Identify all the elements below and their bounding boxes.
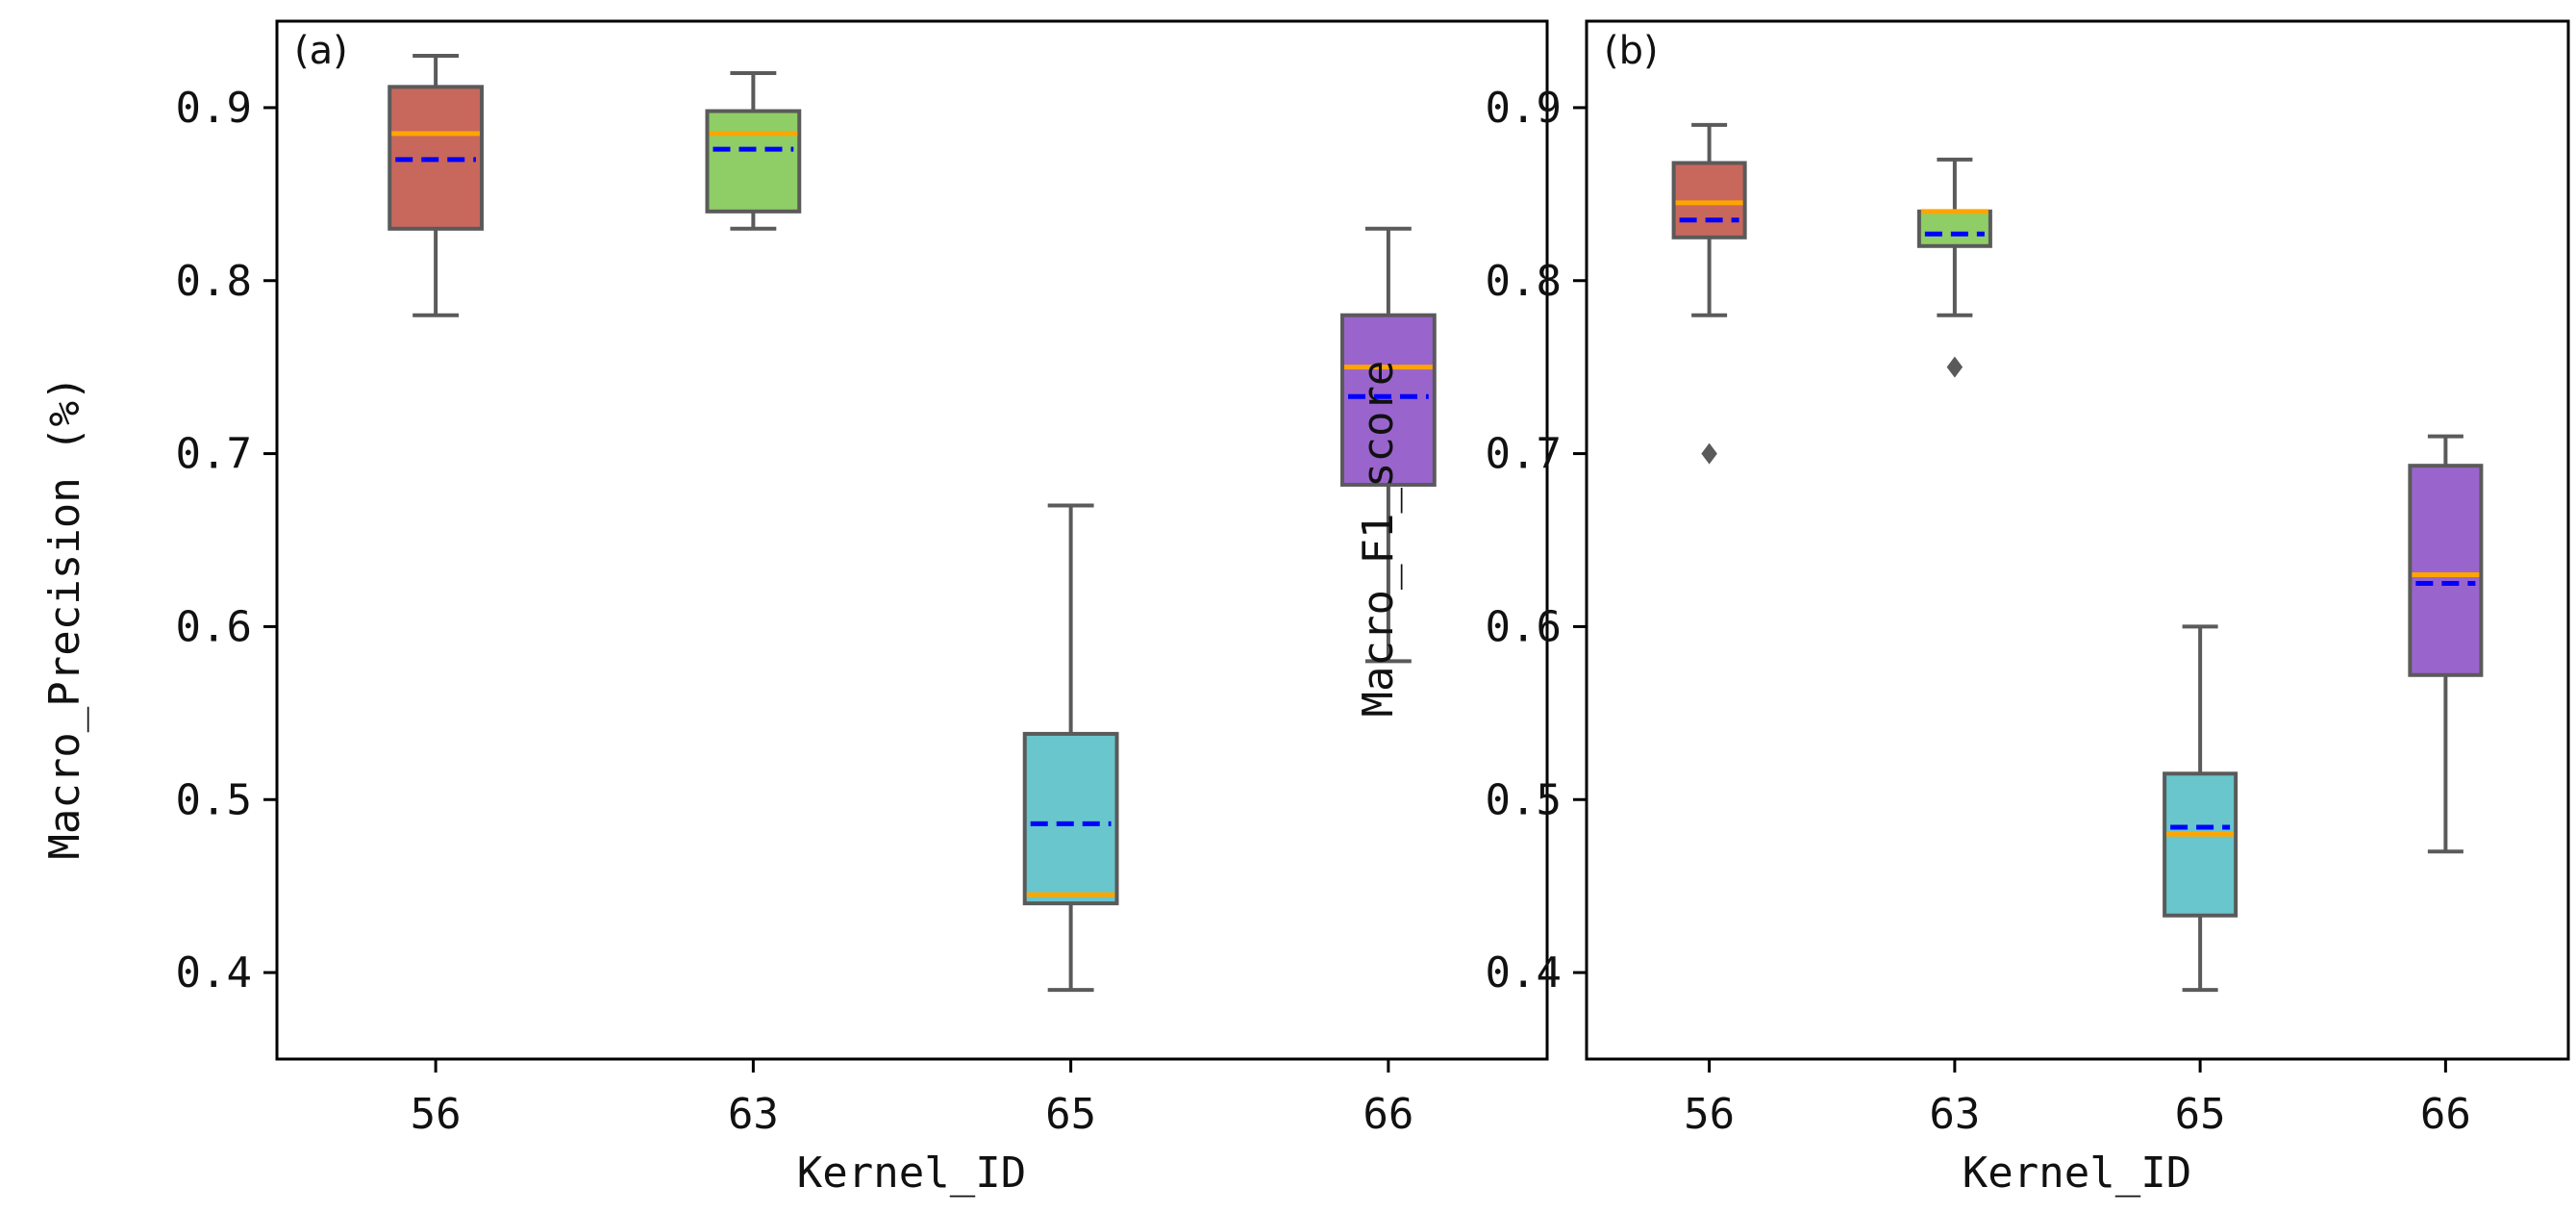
y-tick-label-b: 0.7 — [1486, 430, 1562, 479]
box-b-56-flier — [1701, 442, 1717, 465]
y-axis-title-b: Macro_F1_score — [1354, 361, 1403, 718]
y-tick-label-a: 0.8 — [176, 257, 252, 306]
x-axis-title-b: Kernel_ID — [1963, 1149, 2191, 1198]
x-tick-label-b: 56 — [1684, 1090, 1735, 1139]
box-b-56-body — [1671, 161, 1747, 240]
box-b-63-body — [1916, 209, 1992, 248]
y-tick-label-a: 0.9 — [176, 84, 252, 133]
x-tick-label-a: 66 — [1363, 1090, 1413, 1139]
box-a-66-body — [1339, 313, 1437, 487]
box-b-63-flier — [1946, 356, 1963, 378]
y-tick-label-b: 0.4 — [1486, 948, 1562, 997]
panel-a: (a) Kernel_ID Macro_Precision (%) 0.4 0.5… — [40, 19, 1549, 1198]
x-tick-label-a: 56 — [411, 1090, 462, 1139]
x-tick-label-a: 63 — [728, 1090, 779, 1139]
x-tick-label-a: 65 — [1045, 1090, 1096, 1139]
y-tick-label-b: 0.6 — [1486, 602, 1562, 651]
box-b-66-body — [2408, 464, 2484, 677]
boxes-b — [1671, 122, 2484, 993]
y-tick-label-a: 0.7 — [176, 430, 252, 479]
x-tick-label-b: 63 — [1929, 1090, 1980, 1139]
panel-label-a: (a) — [294, 29, 348, 73]
panel-label-b: (b) — [1604, 29, 1659, 73]
plot-area-b — [1585, 19, 2570, 1061]
y-ticks-a: 0.4 0.5 0.6 0.7 0.8 0.9 — [176, 84, 277, 997]
box-a-63-body — [705, 109, 802, 214]
y-tick-label-b: 0.5 — [1486, 775, 1562, 824]
y-tick-label-a: 0.5 — [176, 775, 252, 824]
x-ticks-a: 56 63 65 66 — [411, 1059, 1413, 1139]
box-b-65-body — [2163, 771, 2238, 918]
plot-area-a — [275, 19, 1549, 1061]
panel-b: (b) Kernel_ID Macro_F1_score 0.40.50.60.… — [1354, 19, 2570, 1198]
x-ticks-b: 56 63 65 66 — [1684, 1059, 2471, 1139]
y-tick-label-a: 0.4 — [176, 948, 252, 997]
x-tick-label-b: 65 — [2175, 1090, 2226, 1139]
y-tick-label-a: 0.6 — [176, 602, 252, 651]
y-ticks-b: 0.4 0.5 0.6 0.7 0.8 0.9 — [1486, 84, 1587, 997]
y-tick-label-b: 0.8 — [1486, 257, 1562, 306]
x-tick-label-b: 66 — [2420, 1090, 2471, 1139]
box-a-65-body — [1022, 731, 1119, 906]
boxes-a — [388, 53, 1437, 993]
x-axis-title-a: Kernel_ID — [797, 1149, 1026, 1198]
y-tick-label-b: 0.9 — [1486, 84, 1562, 133]
y-axis-title-a: Macro_Precision (%) — [40, 375, 89, 859]
